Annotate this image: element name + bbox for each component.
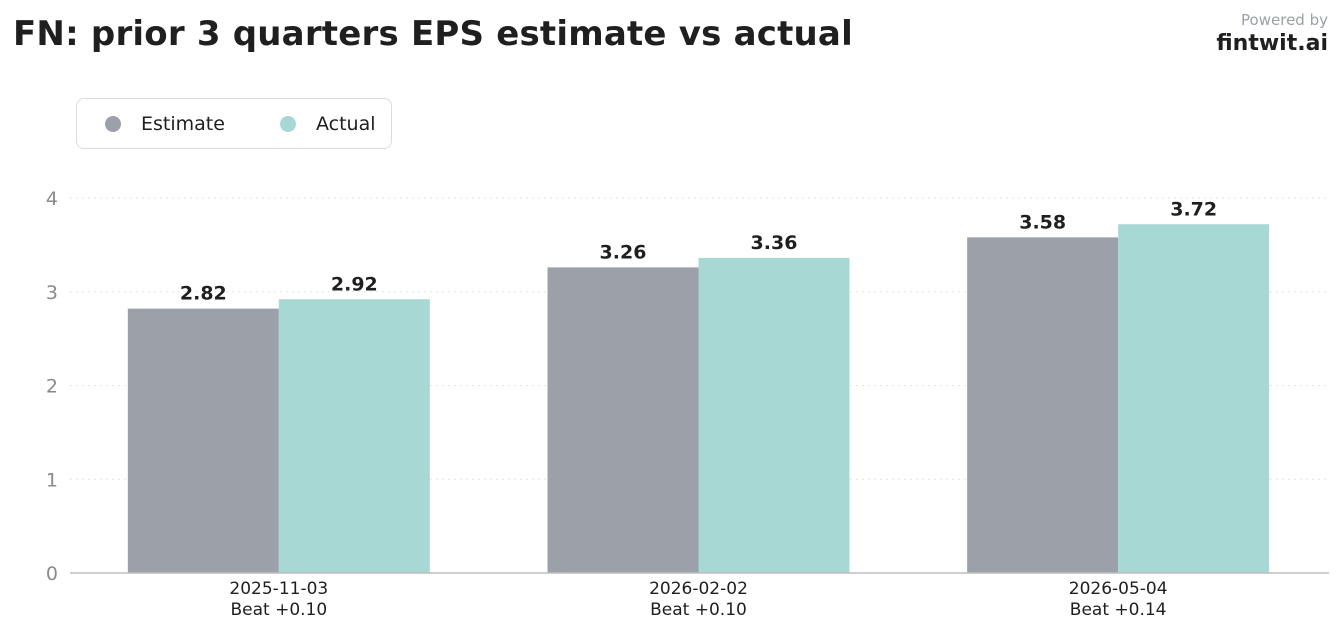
x-category-label: 2025-11-03 bbox=[229, 579, 328, 599]
data-label-actual: 2.92 bbox=[331, 273, 378, 295]
y-tick-label: 1 bbox=[46, 469, 58, 491]
bar-estimate-2025-11-03[interactable] bbox=[127, 308, 279, 573]
data-label-actual: 3.72 bbox=[1170, 198, 1217, 220]
legend-item-actual[interactable]: Actual bbox=[280, 113, 376, 135]
bar-estimate-2026-05-04[interactable] bbox=[967, 237, 1119, 573]
data-label-actual: 3.36 bbox=[751, 232, 798, 254]
bars bbox=[127, 224, 1270, 573]
x-category-label: 2026-02-02 bbox=[649, 579, 748, 599]
y-tick-label: 2 bbox=[46, 376, 58, 398]
brand-name: fintwit.ai bbox=[1216, 31, 1328, 56]
chart-legend: Estimate Actual bbox=[76, 98, 392, 149]
legend-label-actual: Actual bbox=[316, 113, 376, 135]
data-labels: 2.82 2.92 3.26 3.36 3.58 3.72 bbox=[180, 198, 1217, 304]
legend-swatch-actual bbox=[280, 116, 296, 132]
x-category-sublabel: Beat +0.10 bbox=[650, 600, 747, 620]
data-label-estimate: 2.82 bbox=[180, 283, 227, 305]
brand-block: Powered by fintwit.ai bbox=[1216, 11, 1328, 59]
powered-by-label: Powered by bbox=[1241, 11, 1328, 29]
chart-title: FN: prior 3 quarters EPS estimate vs act… bbox=[13, 14, 853, 54]
y-tick-label: 0 bbox=[46, 563, 58, 585]
bar-actual-2026-02-02[interactable] bbox=[698, 258, 850, 573]
y-axis-ticks: 0 1 2 3 4 bbox=[46, 188, 58, 585]
x-category-sublabel: Beat +0.14 bbox=[1070, 600, 1167, 620]
bar-estimate-2026-02-02[interactable] bbox=[547, 267, 699, 573]
data-label-estimate: 3.26 bbox=[600, 241, 647, 263]
bar-actual-2025-11-03[interactable] bbox=[278, 299, 430, 573]
legend-label-estimate: Estimate bbox=[141, 113, 225, 135]
data-label-estimate: 3.58 bbox=[1019, 211, 1066, 233]
x-category-sublabel: Beat +0.10 bbox=[230, 600, 327, 620]
y-tick-label: 3 bbox=[46, 282, 58, 304]
legend-item-estimate[interactable]: Estimate bbox=[105, 113, 225, 135]
legend-swatch-estimate bbox=[105, 116, 121, 132]
x-category-label: 2026-05-04 bbox=[1069, 579, 1168, 599]
y-tick-label: 4 bbox=[46, 188, 58, 210]
bar-actual-2026-05-04[interactable] bbox=[1118, 224, 1270, 573]
